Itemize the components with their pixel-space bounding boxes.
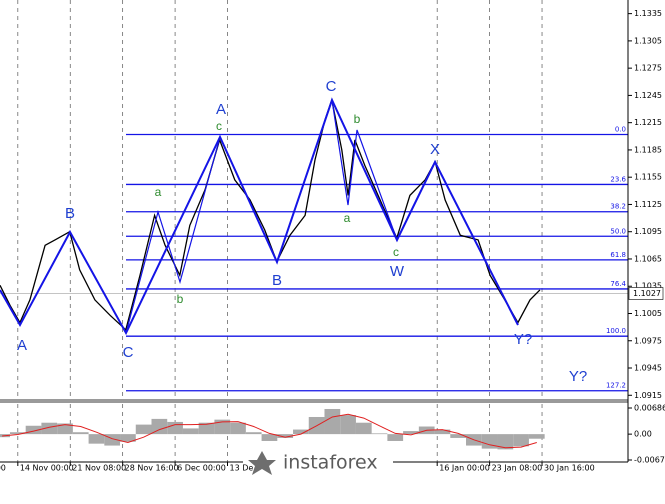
wave-line [331,99,398,241]
y-tick-label: 1.1005 [634,309,662,318]
oscillator-bar [528,434,545,439]
y-tick-label: 1.0915 [634,391,662,400]
y-tick-label: 1.1125 [634,200,662,209]
oscillator-bar [25,425,42,435]
oscillator-bar [72,432,89,435]
oscillator-bar [151,418,168,435]
y-tick-label: 1.1275 [634,64,662,73]
oscillator-bar [324,408,341,435]
wave-line [0,97,519,336]
oscillator-bar [434,429,451,435]
oscillator-bar [403,431,419,435]
fib-level-label: 76.4 [610,280,626,288]
wave-label: X [430,141,440,158]
oscillator-bar [481,434,498,449]
y-tick-label: 1.0975 [634,336,662,345]
oscillator-line [2,413,537,449]
oscillator-bar [245,432,262,435]
y-tick-label: 0.00 [634,430,652,439]
oscillator-bar [371,433,388,435]
wave-label: C [123,344,134,361]
wave-label: B [65,205,75,222]
y-tick-label: 1.1035 [634,282,662,291]
oscillator-bar [41,422,58,435]
fib-level-label: 100.0 [606,327,626,335]
oscillator-bar [167,421,183,435]
wave-label: b [177,292,184,306]
oscillator-bar [104,434,121,446]
x-tick-label: 6 Dec 00:00 [177,464,226,473]
oscillator-bar [355,422,372,435]
x-tick-label: 00 [0,464,6,473]
x-tick-label: 13 De [230,464,254,473]
oscillator-bar [230,422,246,435]
oscillator-bar [135,424,152,435]
fib-level-label: 0.0 [615,125,626,133]
y-tick-label: 1.1215 [634,118,662,127]
oscillator-bar [57,423,73,435]
wave-label: Y? [569,368,587,385]
oscillator-bar [88,434,105,444]
oscillator-bar [182,428,199,435]
y-tick-label: 1.1245 [634,91,662,100]
fib-level-label: 38.2 [610,203,626,211]
oscillator-bar [497,434,514,450]
y-tick-label: 1.0945 [634,364,662,373]
x-tick-label: 28 Nov 16:00 [125,464,179,473]
y-tick-label: -0.00679 [634,456,665,465]
price-line [0,97,541,332]
current-price-label: 1.1027 [633,289,661,298]
x-tick-label: 23 Jan 08:00 [492,464,543,473]
watermark-text: instaforex [283,452,378,474]
oscillator-bar [9,432,26,435]
oscillator-bar [340,415,356,435]
wave-label: A [17,337,27,354]
oscillator-bar [261,434,278,441]
plot-layer: 0.0 23.6 38.2 50.0 61.8 76.4 100.0 127.2 [0,0,632,466]
wave-label: A [216,101,226,118]
y-tick-label: 1.1095 [634,227,662,236]
oscillator-bar [277,434,294,438]
y-tick-label: 1.1185 [634,145,662,154]
wave-label: B [272,272,282,289]
oscillator-bar [120,434,136,442]
oscillator-bar [198,422,215,435]
x-tick-label: 14 Nov 00:00 [20,464,74,473]
wave-label: c [216,119,222,133]
oscillator-bar [387,434,404,441]
wave-label: C [326,78,337,95]
oscillator-bar [450,434,467,438]
watermark-logo: instaforex [243,443,393,483]
oscillator-bar [513,434,529,447]
y-tick-label: 1.1335 [634,9,662,18]
wave-label: a [344,211,351,225]
y-tick-label: 1.1155 [634,173,662,182]
wave-label: c [393,245,399,259]
x-tick-label: 16 Jan 00:00 [439,464,490,473]
x-tick-label: 21 Nov 08:00 [72,464,126,473]
fib-level-label: 127.2 [606,382,626,390]
current-price-box [628,287,664,300]
wave-label: b [354,112,361,126]
y-tick-label: 0.00686 [634,404,665,413]
fib-level-label: 61.8 [610,251,626,259]
oscillator-bar [214,419,231,435]
y-tick-label: 1.1065 [634,254,662,263]
wave-label: Y? [514,331,532,348]
x-tick-label: 30 Jan 16:00 [544,464,595,473]
y-tick-label: 1.1305 [634,36,662,45]
fib-level-label: 50.0 [610,227,626,235]
wave-line [125,136,221,334]
logo-icon [248,451,276,475]
fib-level-label: 23.6 [610,175,626,183]
wave-label: a [155,185,162,199]
panel-separator [0,399,628,403]
wave-label: W [390,263,405,280]
oscillator-bar [293,429,309,435]
